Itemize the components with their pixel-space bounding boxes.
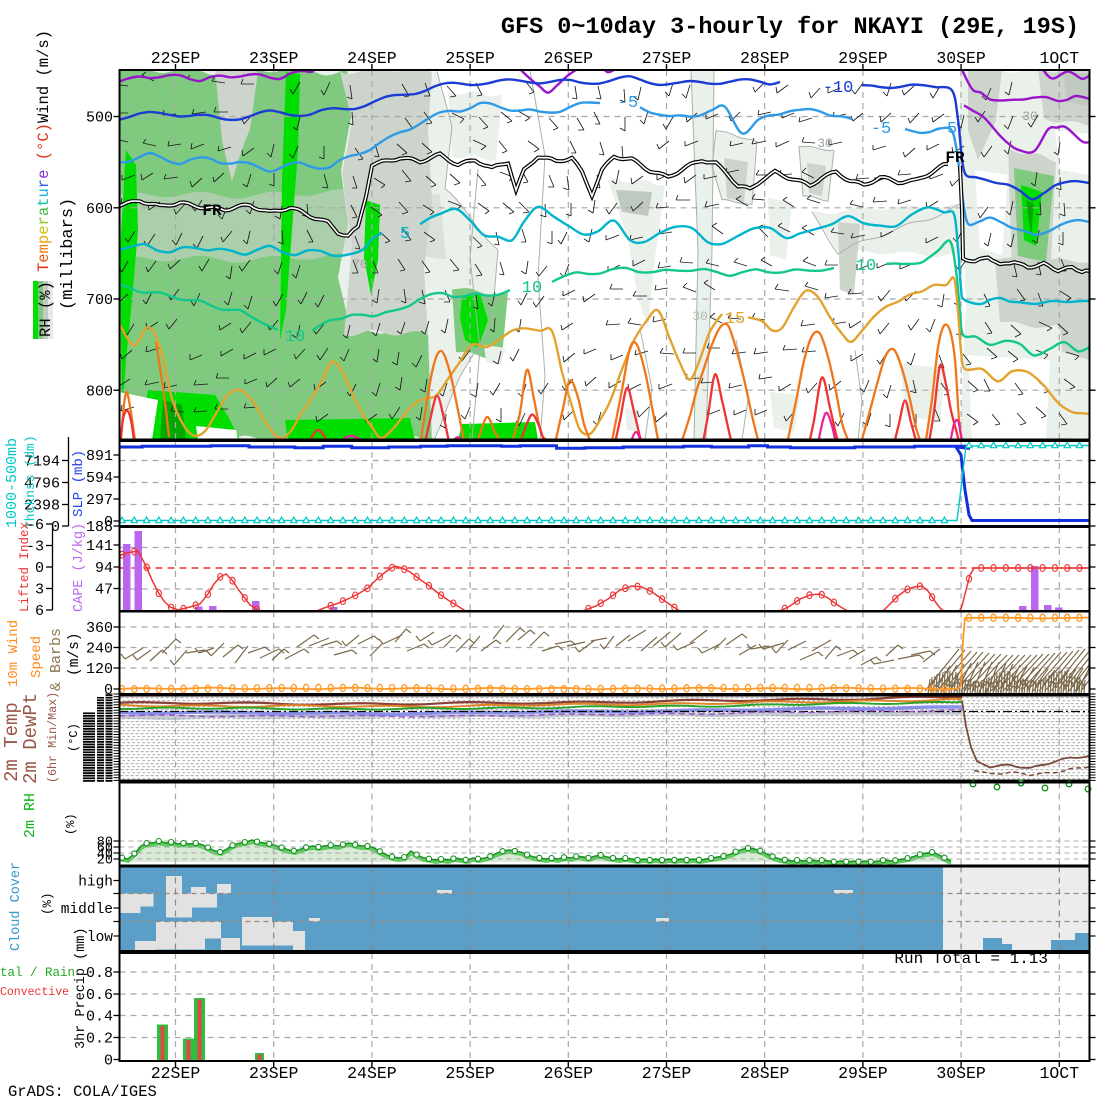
svg-text:FR: FR [202, 202, 222, 220]
svg-text:10: 10 [285, 328, 305, 347]
svg-text:500: 500 [86, 110, 113, 127]
svg-text:3: 3 [35, 582, 44, 599]
svg-text:-5: -5 [871, 120, 891, 139]
svg-text:23SEP: 23SEP [249, 1064, 299, 1083]
svg-text:-6: -6 [26, 517, 44, 534]
svg-text:10: 10 [856, 257, 876, 276]
svg-text:22SEP: 22SEP [151, 1064, 201, 1083]
svg-text:60: 60 [97, 842, 113, 857]
svg-text:0: 0 [104, 1053, 113, 1070]
svg-text:0: 0 [35, 560, 44, 577]
svg-text:5: 5 [400, 225, 410, 244]
svg-text:0: 0 [51, 519, 60, 536]
svg-text:30: 30 [1022, 109, 1038, 124]
svg-text:6: 6 [35, 603, 44, 620]
svg-text:28SEP: 28SEP [740, 1064, 790, 1083]
svg-text:0: 0 [104, 514, 113, 531]
svg-text:240: 240 [86, 641, 113, 658]
svg-text:0.4: 0.4 [86, 1009, 113, 1026]
svg-text:800: 800 [86, 383, 113, 400]
svg-text:22SEP: 22SEP [151, 49, 201, 68]
svg-text:80: 80 [97, 836, 113, 851]
svg-text:0.8: 0.8 [86, 965, 113, 982]
svg-text:47: 47 [95, 582, 113, 599]
svg-text:& Barbs: & Barbs [48, 628, 65, 691]
svg-text:Total / Rain: Total / Rain [0, 966, 75, 980]
svg-text:1OCT: 1OCT [1039, 49, 1079, 68]
svg-text:middle: middle [61, 902, 113, 918]
svg-text:26SEP: 26SEP [544, 49, 594, 68]
svg-text:15: 15 [725, 310, 745, 329]
svg-text:2m RH: 2m RH [22, 793, 39, 838]
svg-text:10m Wind: 10m Wind [6, 620, 22, 687]
svg-text:141: 141 [86, 538, 113, 555]
svg-text:GrADS: COLA/IGES: GrADS: COLA/IGES [8, 1083, 157, 1100]
svg-text:SLP (mb): SLP (mb) [71, 450, 87, 517]
svg-text:0: 0 [104, 682, 113, 699]
svg-text:Lifted Index: Lifted Index [18, 522, 32, 612]
svg-text:120: 120 [86, 661, 113, 678]
svg-text:FR: FR [945, 149, 965, 167]
svg-text:94: 94 [95, 560, 113, 577]
svg-text:29SEP: 29SEP [838, 49, 888, 68]
svg-text:20: 20 [97, 854, 113, 869]
svg-text:RH (%): RH (%) [37, 281, 55, 337]
svg-text:10: 10 [522, 279, 542, 298]
svg-text:25SEP: 25SEP [445, 1064, 495, 1083]
svg-text:Speed: Speed [29, 636, 45, 678]
svg-text:-5: -5 [618, 94, 638, 113]
svg-text:30: 30 [692, 309, 708, 324]
svg-text:(%): (%) [41, 892, 55, 915]
svg-text:1OCT: 1OCT [1039, 1064, 1079, 1083]
svg-text:high: high [78, 875, 113, 891]
svg-text:29SEP: 29SEP [838, 1064, 888, 1083]
svg-text:-5: -5 [937, 120, 957, 139]
svg-text:24SEP: 24SEP [347, 1064, 397, 1083]
svg-text:Run Total = 1.13: Run Total = 1.13 [894, 950, 1048, 968]
svg-text:594: 594 [86, 470, 113, 487]
svg-text:Cloud Cover: Cloud Cover [9, 862, 24, 951]
svg-text:25SEP: 25SEP [445, 49, 495, 68]
svg-text:30: 30 [817, 136, 833, 151]
svg-text:7194: 7194 [24, 454, 60, 471]
svg-text:GFS 0~10day 3-hourly for NKAYI: GFS 0~10day 3-hourly for NKAYI (29E, 19S… [501, 14, 1079, 41]
svg-text:30SEP: 30SEP [936, 1064, 986, 1083]
svg-text:891: 891 [86, 448, 113, 465]
svg-text:0.2: 0.2 [86, 1031, 113, 1048]
svg-text:297: 297 [86, 492, 113, 509]
svg-text:0.6: 0.6 [86, 987, 113, 1004]
svg-text:(millibars): (millibars) [59, 198, 78, 310]
svg-text:2m Temp: 2m Temp [1, 702, 23, 782]
svg-text:360: 360 [86, 620, 113, 637]
svg-text:Convective: Convective [0, 986, 69, 999]
svg-text:24SEP: 24SEP [347, 49, 397, 68]
svg-text:-10: -10 [823, 79, 854, 98]
svg-text:Thcknss (dm): Thcknss (dm) [23, 435, 38, 529]
svg-text:(°C): (°C) [67, 723, 81, 752]
svg-text:(m/s): (m/s) [67, 632, 83, 676]
svg-text:1000-500mb: 1000-500mb [4, 438, 21, 528]
svg-text:Temperature (°C)Wind (m/s): Temperature (°C)Wind (m/s) [35, 30, 53, 272]
svg-text:-3: -3 [26, 539, 44, 556]
svg-text:23SEP: 23SEP [249, 49, 299, 68]
svg-text:700: 700 [86, 292, 113, 309]
svg-text:3hr Precip (mm): 3hr Precip (mm) [74, 927, 89, 1049]
svg-text:27SEP: 27SEP [642, 49, 692, 68]
svg-text:600: 600 [86, 201, 113, 218]
svg-text:27SEP: 27SEP [642, 1064, 692, 1083]
svg-text:40: 40 [97, 848, 113, 863]
svg-text:28SEP: 28SEP [740, 49, 790, 68]
svg-text:26SEP: 26SEP [544, 1064, 594, 1083]
svg-text:4796: 4796 [24, 476, 60, 493]
svg-text:(%): (%) [64, 813, 78, 835]
svg-text:(6hr Min/Max): (6hr Min/Max) [46, 692, 60, 783]
svg-text:low: low [87, 930, 113, 946]
svg-text:30SEP: 30SEP [936, 49, 986, 68]
svg-text:2m DewPt: 2m DewPt [20, 693, 42, 784]
svg-text:188: 188 [86, 519, 113, 536]
svg-text:2398: 2398 [24, 498, 60, 515]
svg-text:CAPE (J/kg): CAPE (J/kg) [72, 523, 87, 612]
